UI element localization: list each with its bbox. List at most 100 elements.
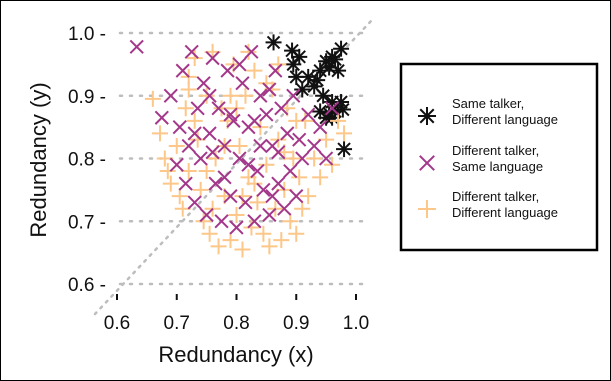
point-series-2-58 [258, 75, 275, 92]
point-series-1-19-b [217, 138, 232, 154]
point-series-1-36 [268, 63, 283, 78]
point-series-1-56 [187, 126, 202, 141]
point-series-1-0 [129, 39, 144, 54]
legend-label-1-line2: Same language [452, 159, 543, 174]
point-series-1-25-b [235, 76, 250, 91]
point-series-1-7 [181, 138, 196, 154]
point-series-2-12 [189, 131, 206, 148]
point-series-0-25-b [289, 70, 303, 84]
point-series-1-51 [202, 88, 217, 103]
point-series-2-28 [237, 87, 254, 104]
point-series-2-64 [240, 43, 257, 60]
legend-label-0-line2: Different language [452, 112, 558, 127]
point-series-1-31 [253, 88, 268, 103]
point-series-2-56 [198, 163, 215, 180]
point-series-2-65 [270, 56, 287, 73]
legend-label-0-line1: Same talker, [452, 96, 524, 111]
point-series-1-11-b [193, 151, 208, 166]
point-series-1-57 [271, 145, 286, 160]
point-series-2-40 [273, 232, 290, 249]
point-series-1-28-b [244, 44, 259, 59]
point-series-2-34 [255, 225, 272, 242]
point-series-0-0-b [266, 35, 281, 50]
point-series-1-60-b [265, 189, 280, 204]
point-series-0-11 [330, 62, 347, 79]
point-series-1-8-b [184, 44, 199, 59]
point-series-1-3 [169, 157, 184, 172]
point-series-1-4 [172, 120, 187, 135]
point-series-1-40-b [280, 126, 295, 141]
point-series-2-32 [249, 194, 266, 211]
point-series-1-50 [324, 101, 340, 116]
point-series-1-43-b [289, 189, 304, 204]
point-series-2-3 [159, 163, 176, 180]
point-series-2-16 [201, 225, 218, 242]
legend-marker-diff-talker-same-lang [419, 155, 435, 171]
legend-marker-diff-talker-diff-lang [418, 200, 436, 218]
point-series-1-2 [163, 88, 178, 103]
point-series-1-10 [190, 101, 205, 116]
point-series-0-23-b [337, 142, 351, 156]
point-series-2-36 [261, 238, 278, 255]
point-series-1-21-b [223, 189, 238, 204]
point-series-1-22-b [226, 113, 241, 128]
point-series-2-19 [210, 238, 227, 255]
point-series-2-43 [282, 213, 299, 230]
point-series-0-14 [315, 87, 332, 104]
point-series-0-23 [336, 141, 353, 158]
point-series-2-5 [168, 137, 185, 154]
point-series-1-1-b [154, 110, 169, 125]
x-tick-label-2: 0.8 [223, 313, 249, 334]
point-series-2-60 [246, 175, 263, 192]
point-series-1-56-b [187, 126, 202, 141]
point-series-1-30-b [250, 163, 265, 179]
point-series-0-3 [285, 56, 302, 73]
point-series-2-11 [186, 50, 203, 67]
point-series-1-31-b [253, 88, 268, 103]
point-series-0-13-b [295, 82, 309, 97]
point-series-1-14 [202, 126, 217, 141]
point-series-2-49 [300, 188, 317, 205]
point-series-2-66 [180, 81, 197, 98]
point-series-1-14-b [202, 126, 217, 141]
legend-marker-glyph-1-b [419, 155, 435, 171]
point-series-1-23 [229, 220, 244, 235]
legend-marker-glyph-2 [418, 200, 436, 218]
x-axis-title: Redundancy (x) [158, 342, 313, 367]
point-series-1-16-b [208, 176, 223, 191]
point-series-1-42 [286, 88, 301, 103]
point-series-1-44-b [292, 132, 307, 147]
point-series-1-46-b [301, 107, 316, 122]
point-series-1-16 [208, 176, 223, 191]
legend-marker-glyph-0-b [419, 108, 435, 124]
point-series-0-2-b [292, 50, 306, 64]
point-series-0-13 [294, 81, 311, 98]
point-series-0-3-b [286, 57, 300, 72]
point-series-2-2 [156, 150, 173, 167]
point-series-1-36-b [268, 63, 283, 78]
point-series-1-41 [283, 163, 298, 179]
legend-label-2-line1: Different talker, [452, 189, 539, 204]
point-series-2-51 [312, 169, 329, 186]
point-series-1-29-b [247, 214, 262, 229]
point-series-2-46 [291, 169, 308, 186]
point-series-1-42-b [286, 88, 301, 103]
point-series-1-11 [193, 151, 208, 166]
point-series-2-31 [246, 62, 263, 79]
point-series-1-48 [313, 120, 328, 135]
point-series-1-25 [235, 76, 250, 91]
axes-layer: 0.6 - 0.7 - 0.8 - 0.9 - 1.0 - 0.6 0.7 0.8 0.9 1.0 [68, 24, 369, 334]
y-tick-label-3: 0.9 - [68, 87, 106, 108]
point-series-2-14 [195, 213, 212, 230]
point-series-2-68 [234, 188, 251, 205]
point-series-1-60 [265, 189, 280, 204]
point-series-1-58 [205, 145, 220, 160]
legend-label-2-line2: Different language [452, 205, 558, 220]
point-series-1-53 [262, 82, 277, 97]
point-series-1-44 [292, 132, 307, 147]
point-series-2-1 [152, 125, 169, 142]
point-series-2-13 [192, 181, 209, 198]
point-series-1-52-b [232, 57, 247, 72]
point-series-2-4 [162, 175, 179, 192]
point-series-0-0 [265, 34, 282, 51]
